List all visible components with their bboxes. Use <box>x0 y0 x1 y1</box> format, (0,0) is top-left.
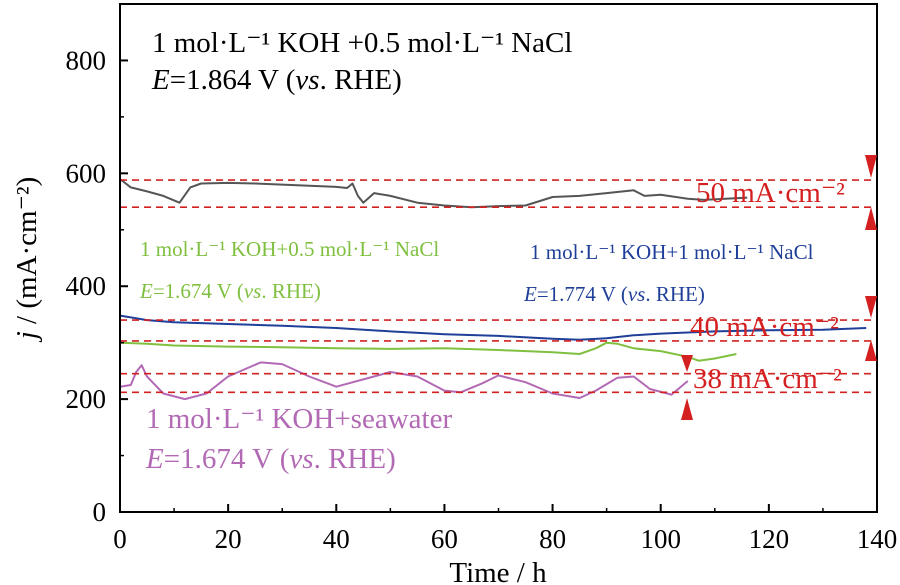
blue-series-label-line2: E=1.774 V (vs. RHE) <box>523 282 705 306</box>
series-line-3 <box>119 361 689 401</box>
tick-layer: 0 20 40 60 80 100 120 140 0 200 400 600 800 <box>66 45 898 554</box>
gray-series-label-line1: 1 mol·L⁻¹ KOH +0.5 mol·L⁻¹ NaCl <box>152 27 572 59</box>
arrow-50-top-icon <box>865 155 877 178</box>
x-tick-label-7: 140 <box>857 524 898 554</box>
y-tick-label-4: 800 <box>66 45 107 75</box>
x-tick-label-0: 0 <box>113 524 127 554</box>
y-axis-title-j: j <box>11 331 43 343</box>
gray-series-label-line2: E=1.864 V (vs. RHE) <box>151 64 402 96</box>
x-tick-label-1: 20 <box>215 524 242 554</box>
reference-lines <box>120 179 877 394</box>
y-axis-title: j / (mA·cm⁻²) <box>11 177 43 344</box>
arrow-38-bottom-icon <box>681 398 693 420</box>
x-tick-label-4: 80 <box>539 524 566 554</box>
delta-38-label: 38 mA·cm⁻² <box>693 363 842 395</box>
y-axis-title-rest: / (mA·cm⁻²) <box>11 177 43 331</box>
arrow-38-top-icon <box>681 355 693 372</box>
series-line-1 <box>119 314 867 341</box>
y-tick-label-2: 400 <box>66 271 107 301</box>
delta-arrows <box>681 155 877 420</box>
y-tick-label-3: 600 <box>66 158 107 188</box>
y-tick-label-0: 0 <box>93 497 107 527</box>
blue-series-label-line1: 1 mol·L⁻¹ KOH+1 mol·L⁻¹ NaCl <box>530 240 814 264</box>
purple-series-label-line2: E=1.674 V (vs. RHE) <box>145 443 396 475</box>
arrow-50-bottom-icon <box>865 207 877 230</box>
green-series-label-line1: 1 mol·L⁻¹ KOH+0.5 mol·L⁻¹ NaCl <box>140 237 439 261</box>
x-tick-label-5: 100 <box>640 524 681 554</box>
series-line-2 <box>119 341 737 362</box>
arrow-40-top-icon <box>865 296 877 318</box>
x-axis-title: Time / h <box>449 557 547 585</box>
series-line-0 <box>119 178 748 209</box>
x-tick-label-6: 120 <box>749 524 790 554</box>
delta-50-label: 50 mA·cm⁻² <box>696 177 845 209</box>
arrow-40-bottom-icon <box>865 340 877 361</box>
x-tick-label-3: 60 <box>431 524 458 554</box>
green-series-label-line2: E=1.674 V (vs. RHE) <box>139 279 321 303</box>
y-tick-label-1: 200 <box>66 384 107 414</box>
delta-40-label: 40 mA·cm⁻² <box>690 311 839 343</box>
series-layer <box>119 178 867 401</box>
x-tick-label-2: 40 <box>323 524 350 554</box>
purple-series-label-line1: 1 mol·L⁻¹ KOH+seawater <box>146 403 452 435</box>
